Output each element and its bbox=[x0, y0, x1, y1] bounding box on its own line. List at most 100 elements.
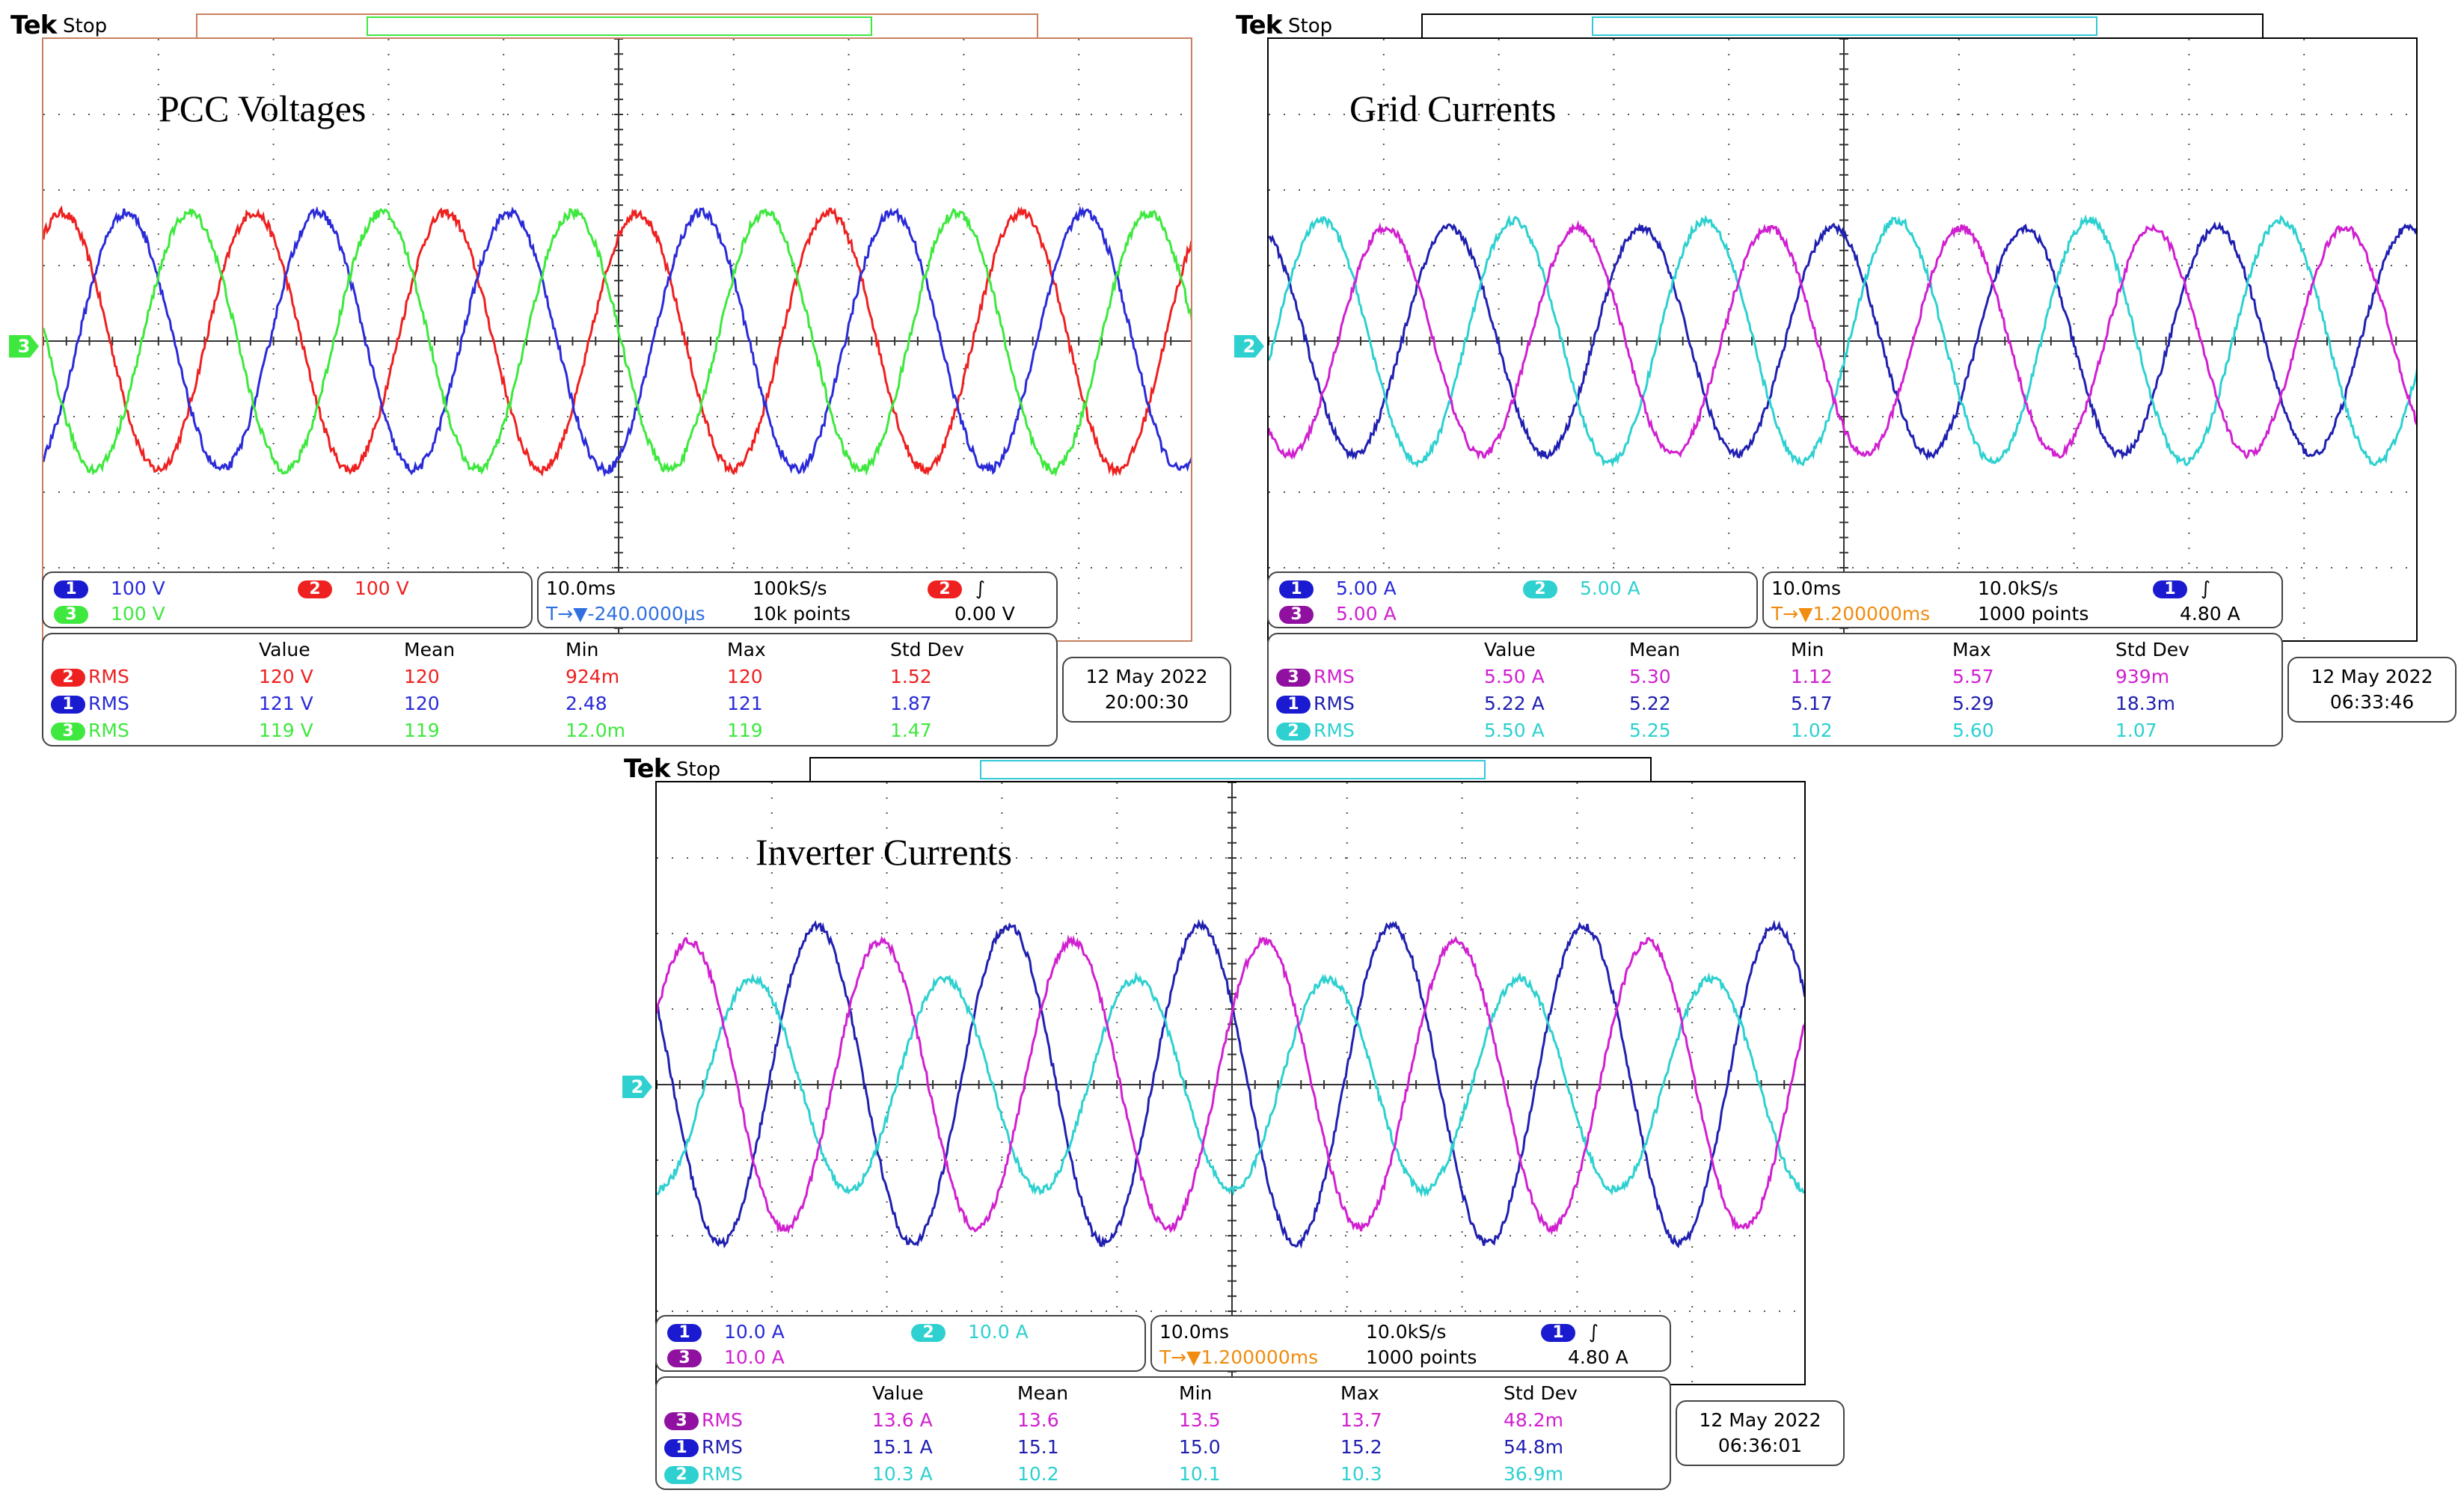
timebase-value: 10.0ms bbox=[546, 577, 616, 599]
measurement-type: RMS bbox=[702, 1463, 743, 1485]
header-mean: Mean bbox=[1017, 1382, 1069, 1404]
channel-1-badge: 1 bbox=[54, 580, 88, 598]
measurement-channel-badge: 2 bbox=[1276, 723, 1311, 741]
channel-3-setting: 3 100 V bbox=[54, 603, 165, 625]
measurement-type: RMS bbox=[1314, 693, 1355, 714]
trigger-slope-icon: ∫ bbox=[975, 577, 985, 599]
channel-1-badge: 1 bbox=[1279, 580, 1314, 598]
time-label: 06:36:01 bbox=[1717, 1435, 1803, 1456]
waveform-ch1 bbox=[1269, 221, 2416, 462]
measurement-cell: 121 bbox=[727, 693, 763, 714]
channel-2-setting: 2 5.00 A bbox=[1523, 577, 1640, 599]
trigger-slope-icon: ∫ bbox=[1588, 1321, 1599, 1343]
measurement-channel-badge: 2 bbox=[51, 669, 85, 687]
timebase-panel: 10.0ms 100kS/s T→▼-240.0000µs 10k points… bbox=[537, 571, 1058, 628]
trigger-level: 4.80 A bbox=[2180, 603, 2240, 625]
channel-2-badge: 2 bbox=[298, 580, 332, 598]
channel-2-badge: 2 bbox=[1523, 580, 1557, 598]
measurement-cell: 5.25 bbox=[1629, 720, 1671, 741]
channel-3-setting: 3 10.0 A bbox=[667, 1346, 785, 1368]
measurement-label: 3 RMS bbox=[51, 720, 129, 741]
trigger-position: T→▼1.200000ms bbox=[1159, 1346, 1319, 1368]
waveform-ch2 bbox=[1269, 214, 2416, 469]
header-std-dev: Std Dev bbox=[890, 639, 964, 660]
measurement-cell: 36.9m bbox=[1504, 1463, 1564, 1485]
channel-2-scale: 10.0 A bbox=[967, 1321, 1029, 1343]
brand-logo: Tek bbox=[1236, 10, 1282, 40]
measurement-cell: 1.87 bbox=[890, 693, 932, 714]
measurement-cell: 120 bbox=[404, 693, 440, 714]
measurement-channel-badge: 1 bbox=[51, 696, 85, 714]
measurement-channel-badge: 3 bbox=[664, 1412, 699, 1430]
channel-1-setting: 1 100 V bbox=[54, 577, 165, 599]
measurement-cell: 924m bbox=[566, 666, 620, 687]
brand-logo: Tek bbox=[10, 10, 57, 40]
trigger-channel-badge: 2 bbox=[928, 580, 962, 598]
measurement-cell: 5.30 bbox=[1629, 666, 1671, 687]
measurement-cell: 13.6 bbox=[1017, 1409, 1059, 1431]
sample-rate: 10.0kS/s bbox=[1978, 577, 2059, 599]
measurement-cell: 10.2 bbox=[1017, 1463, 1059, 1485]
record-length: 1000 points bbox=[1978, 603, 2089, 625]
trigger-channel: 2 ∫ bbox=[928, 577, 985, 599]
timebase-panel: 10.0ms 10.0kS/s T→▼1.200000ms 1000 point… bbox=[1150, 1315, 1671, 1372]
measurement-label: 1 RMS bbox=[1276, 693, 1355, 714]
waveform-ch1 bbox=[43, 205, 1191, 477]
channel-3-scale: 5.00 A bbox=[1335, 603, 1397, 625]
measurement-cell: 15.1 bbox=[1017, 1436, 1059, 1458]
header-max: Max bbox=[727, 639, 766, 660]
measurement-cell: 1.12 bbox=[1791, 666, 1833, 687]
measurement-type: RMS bbox=[1314, 666, 1355, 687]
measurement-cell: 1.52 bbox=[890, 666, 932, 687]
measurement-cell: 13.7 bbox=[1340, 1409, 1382, 1431]
measurement-cell: 939m bbox=[2115, 666, 2170, 687]
datetime-box: 12 May 2022 20:00:30 bbox=[1062, 657, 1231, 723]
waveform-plot bbox=[657, 782, 1804, 1384]
measurement-cell: 10.3 bbox=[1340, 1463, 1382, 1485]
measurement-type: RMS bbox=[702, 1409, 743, 1431]
measurement-cell: 120 V bbox=[259, 666, 313, 687]
record-bar bbox=[196, 13, 1038, 39]
measurement-cell: 10.3 A bbox=[872, 1463, 933, 1485]
record-bar bbox=[1421, 13, 2264, 39]
header-min: Min bbox=[1791, 639, 1824, 660]
header-value: Value bbox=[872, 1382, 924, 1404]
channel-settings-panel: 1 100 V 2 100 V 3 100 V bbox=[42, 571, 533, 628]
datetime-box: 12 May 2022 06:36:01 bbox=[1676, 1400, 1845, 1466]
trigger-position: T→▼1.200000ms bbox=[1771, 603, 1931, 625]
plot-title: Inverter Currents bbox=[756, 831, 1012, 873]
header-min: Min bbox=[566, 639, 599, 660]
header-value: Value bbox=[259, 639, 310, 660]
trigger-channel: 1 ∫ bbox=[2153, 577, 2210, 599]
measurement-cell: 5.29 bbox=[1952, 693, 1994, 714]
measurement-cell: 1.47 bbox=[890, 720, 932, 741]
waveform-ch3 bbox=[657, 934, 1804, 1236]
channel-2-setting: 2 10.0 A bbox=[911, 1321, 1029, 1343]
sample-rate: 10.0kS/s bbox=[1366, 1321, 1447, 1343]
measurement-cell: 119 bbox=[727, 720, 763, 741]
measurement-cell: 1.07 bbox=[2115, 720, 2157, 741]
header-std-dev: Std Dev bbox=[2115, 639, 2189, 660]
waveform-ch3 bbox=[43, 207, 1191, 477]
measurement-cell: 5.22 bbox=[1629, 693, 1671, 714]
scope-grid-currents: Tek Stop T 2 Grid Currents 1 5.00 A 2 5.… bbox=[1233, 0, 2464, 748]
measurement-panel: Value Mean Min Max Std Dev 3 RMS 13.6 A 13.… bbox=[655, 1376, 1671, 1490]
date-label: 12 May 2022 bbox=[2311, 666, 2433, 687]
channel-1-setting: 1 10.0 A bbox=[667, 1321, 785, 1343]
channel-2-scale: 5.00 A bbox=[1579, 577, 1640, 599]
plot-title: PCC Voltages bbox=[159, 88, 367, 129]
scope-inverter-currents: Tek Stop T 2 Inverter Currents 1 10.0 A … bbox=[616, 748, 1848, 1496]
channel-3-badge: 3 bbox=[667, 1349, 702, 1367]
waveform-graticule bbox=[42, 37, 1192, 642]
trigger-channel-badge: 1 bbox=[2153, 580, 2187, 598]
measurement-cell: 2.48 bbox=[566, 693, 607, 714]
measurement-type: RMS bbox=[88, 720, 129, 741]
measurement-channel-badge: 1 bbox=[664, 1439, 699, 1457]
channel-1-scale: 10.0 A bbox=[723, 1321, 785, 1343]
record-length: 1000 points bbox=[1366, 1346, 1477, 1368]
channel-3-badge: 3 bbox=[1279, 606, 1314, 624]
trigger-position: T→▼-240.0000µs bbox=[546, 603, 705, 625]
header-std-dev: Std Dev bbox=[1504, 1382, 1578, 1404]
measurement-channel-badge: 1 bbox=[1276, 696, 1311, 714]
header-max: Max bbox=[1952, 639, 1991, 660]
